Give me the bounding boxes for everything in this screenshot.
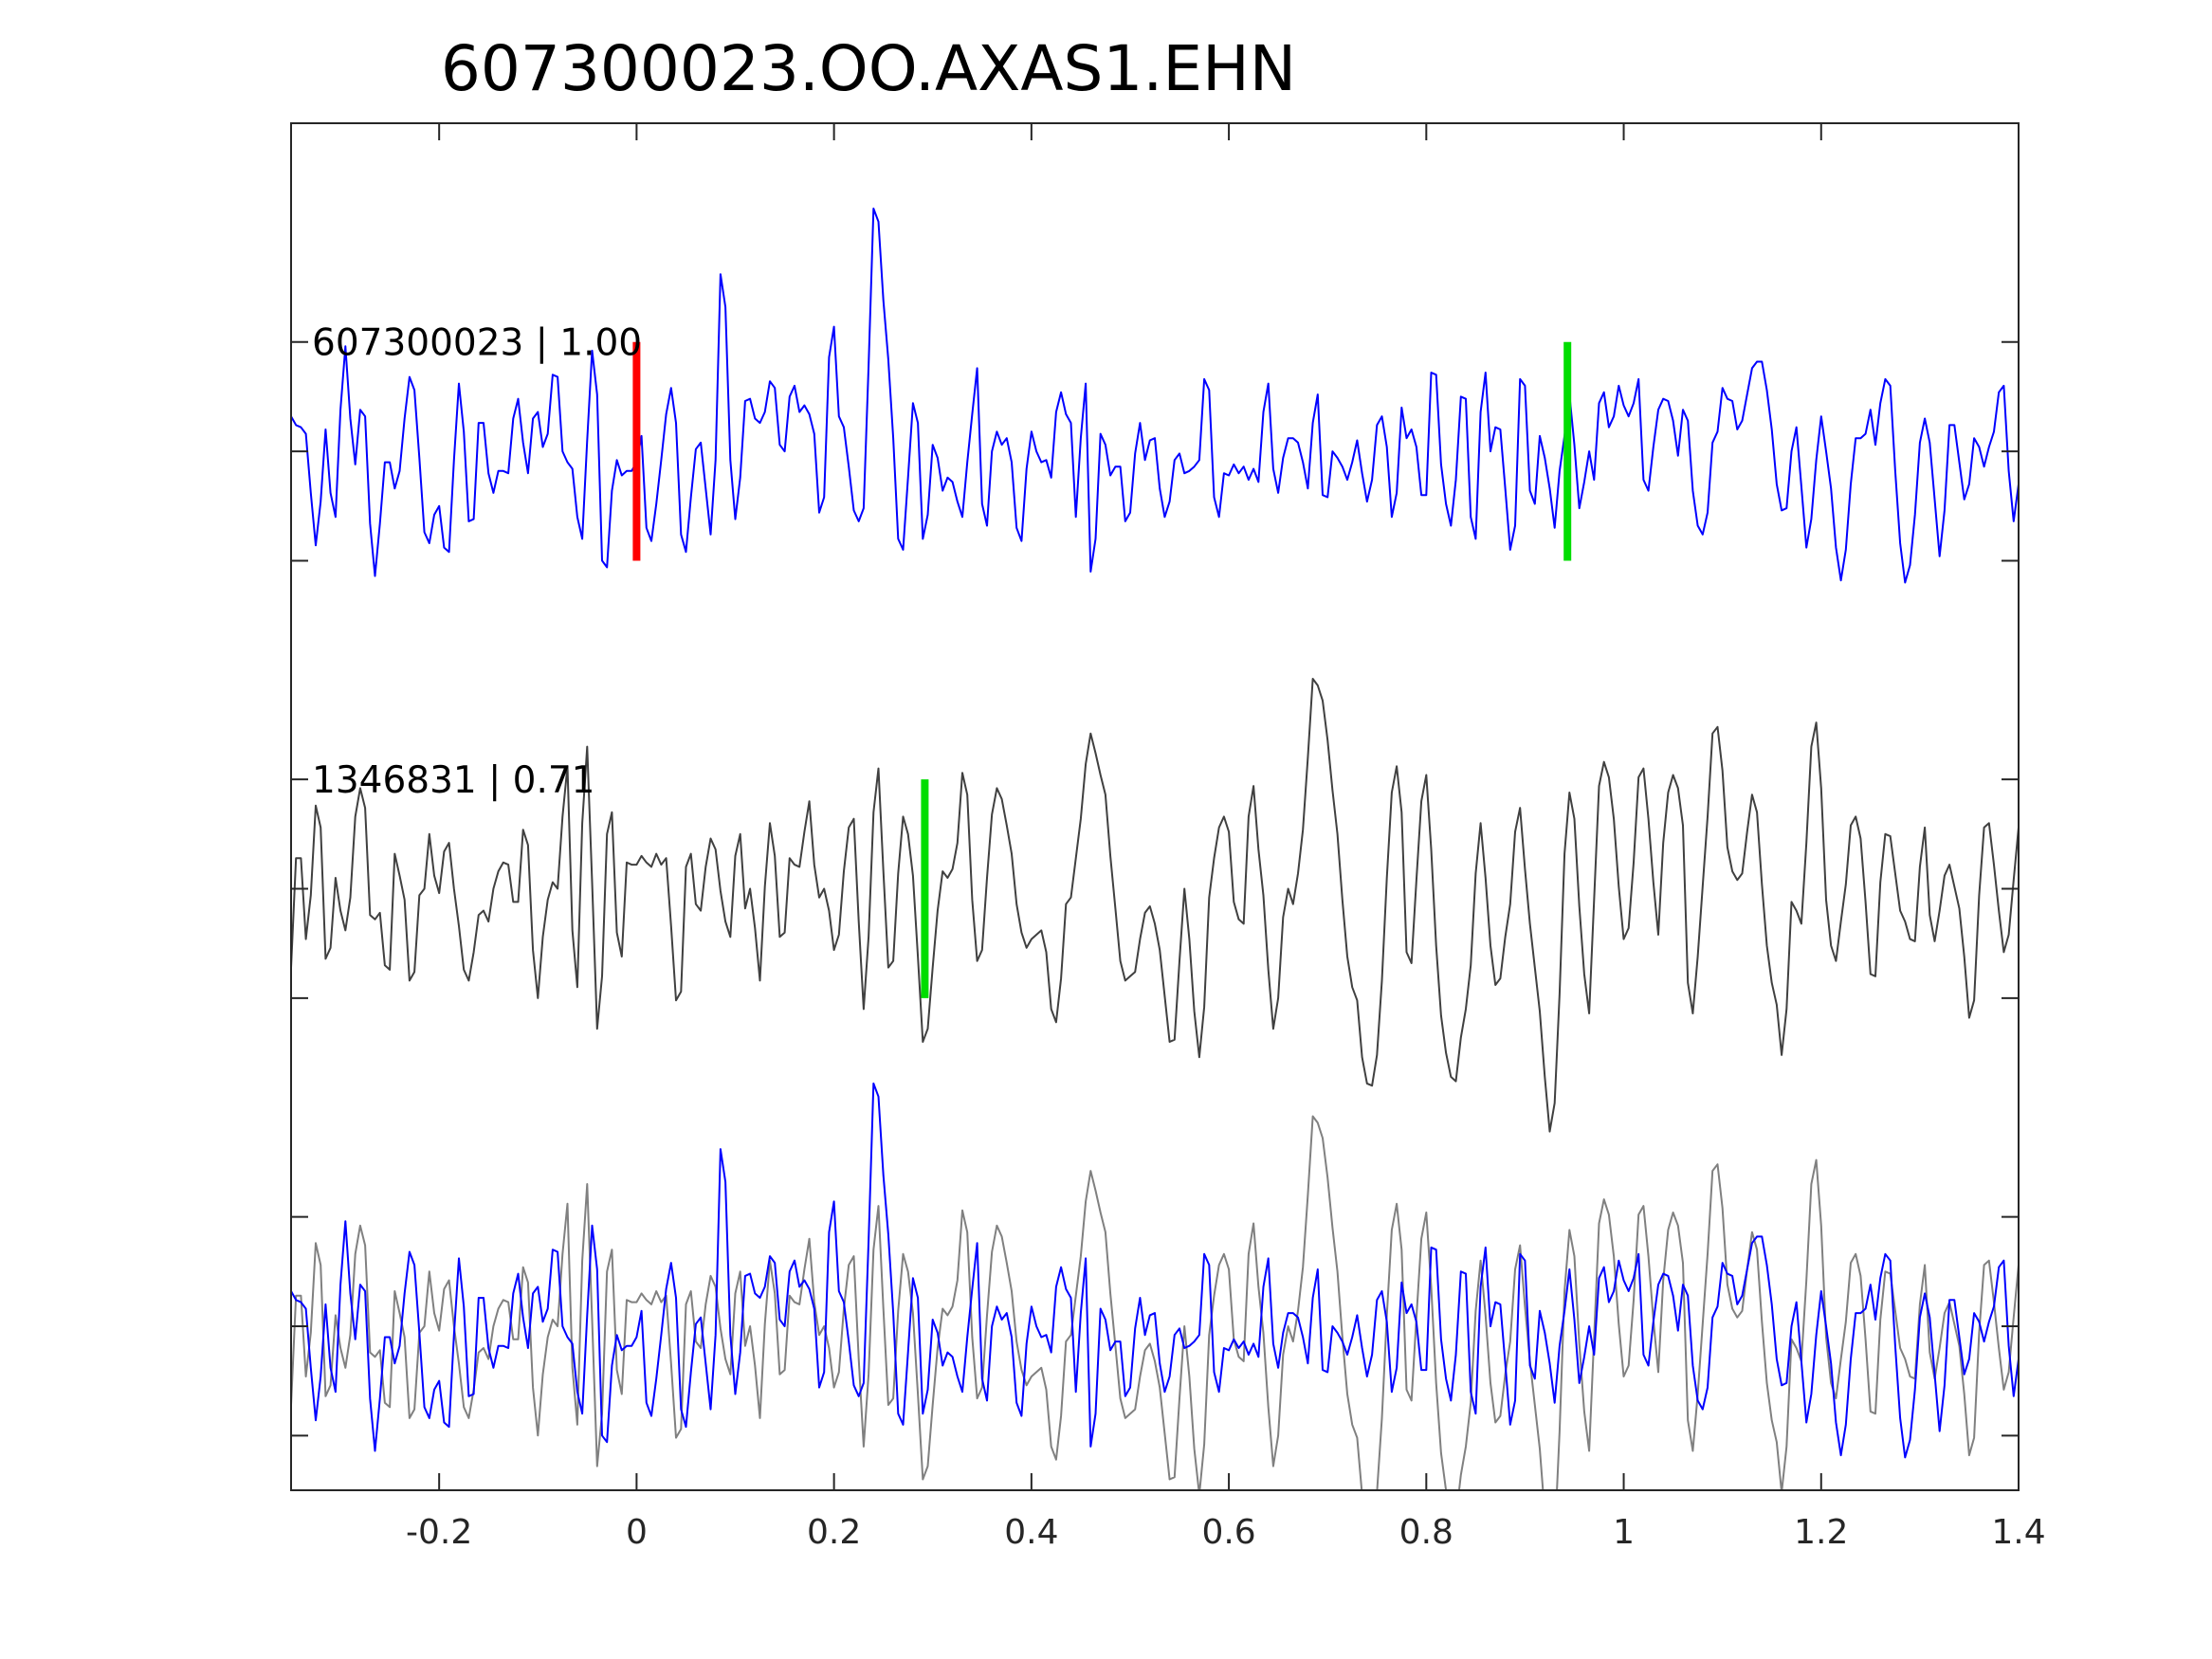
x-tick-label: 0.4 — [1004, 1513, 1058, 1552]
trace-labels-layer: 607300023 | 1.00 1346831 | 0.71 — [312, 322, 642, 802]
trace-line-2 — [291, 678, 2019, 1133]
chart-title: 607300023.OO.AXAS1.EHN — [441, 32, 1296, 105]
plot-background — [291, 123, 2019, 1490]
x-tick-label: 0 — [626, 1513, 648, 1552]
traces-layer — [291, 208, 2019, 1490]
trace-label-1: 607300023 | 1.00 — [312, 322, 642, 365]
overlay-trace-blue — [291, 1082, 2019, 1459]
x-tick-label: 0.6 — [1201, 1513, 1255, 1552]
x-tick-label: 0.2 — [807, 1513, 861, 1552]
x-tick-label: 1.4 — [1991, 1513, 2045, 1552]
axes-box — [290, 122, 2020, 1491]
x-tick-label: 1.2 — [1794, 1513, 1848, 1552]
trace-line-1 — [291, 208, 2019, 584]
trace-label-2: 1346831 | 0.71 — [312, 759, 594, 802]
x-tick-label: 0.8 — [1399, 1513, 1453, 1552]
pick-markers-layer — [632, 341, 1572, 998]
x-tick-label: 1 — [1613, 1513, 1635, 1552]
plot-area: 607300023 | 1.00 1346831 | 0.71 -0.2 0 0.2 0… — [290, 122, 2046, 1552]
x-axis-ticks: -0.2 0 0.2 0.4 0.6 0.8 1 1.2 1.4 — [406, 123, 2046, 1552]
y-axis-ticks — [291, 340, 2019, 1437]
x-tick-label: -0.2 — [406, 1513, 472, 1552]
overlay-trace-grey — [291, 1115, 2019, 1490]
